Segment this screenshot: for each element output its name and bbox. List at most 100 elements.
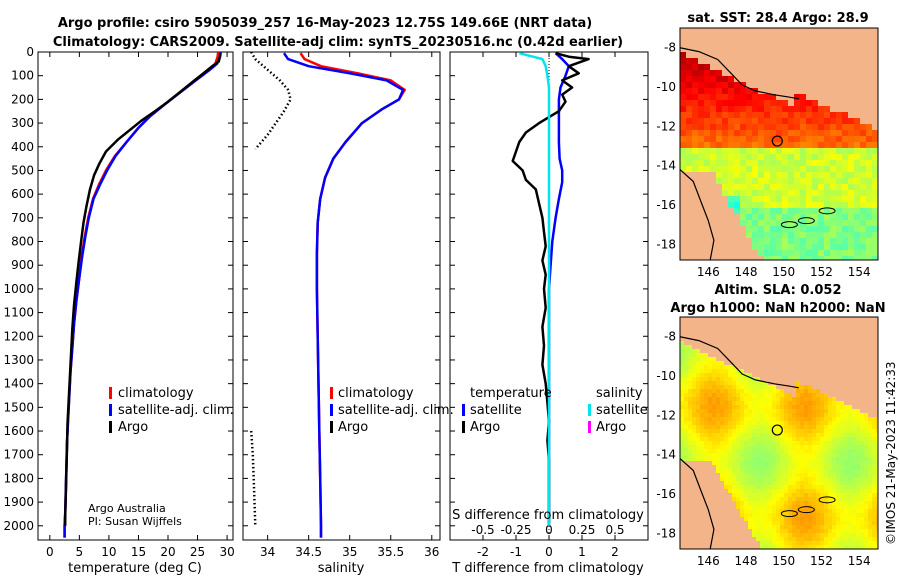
map-cell [752,517,757,522]
map-cell [800,497,805,502]
map-cell [788,34,795,41]
map-cell [688,493,693,498]
map-cell [848,124,855,131]
map-cell [772,377,777,382]
map-cell [844,401,849,406]
map-cell [680,100,687,107]
map-cell [712,501,717,506]
map-cell [768,501,773,506]
map-cell [836,461,841,466]
map-cell [840,353,845,358]
map-cell [680,465,685,470]
map-cell [868,493,873,498]
map-cell [796,409,801,414]
map-cell [770,154,777,161]
map-cell [696,389,701,394]
map-cell [784,357,789,362]
map-cell [832,461,837,466]
map-cell [720,433,725,438]
map-cell [808,441,813,446]
map-cell [764,445,769,450]
map-cell [744,353,749,358]
map-cell [748,545,753,549]
map-cell [776,64,783,71]
map-cell [830,148,837,155]
map-cell [804,353,809,358]
map-cell [824,82,831,89]
map-cell [708,353,713,358]
map-cell [820,465,825,470]
map-cell [704,172,711,179]
map-cell [692,513,697,518]
map-cell [724,457,729,462]
map-cell [716,485,721,490]
map-cell [686,124,693,131]
map-cell [800,190,807,197]
map-cell [756,333,761,338]
map-cell [688,413,693,418]
map-cell [788,172,795,179]
map-cell [816,413,821,418]
map-cell [832,525,837,530]
y-tick-label: 1500 [3,400,34,414]
map-cell [848,142,855,149]
map-cell [696,353,701,358]
salinity-axes [242,51,441,541]
map-cell [780,377,785,382]
map-cell [784,397,789,402]
map-cell [756,417,761,422]
map-cell [752,238,759,245]
map-cell [688,389,693,394]
map-cell [784,529,789,534]
map-cell [860,142,867,149]
map-cell [724,421,729,426]
map-cell [772,521,777,526]
map-cell [764,220,771,227]
map-cell [740,425,745,430]
map-cell [772,445,777,450]
map-cell [704,130,711,137]
map-cell [756,509,761,514]
map-cell [842,220,849,227]
map-cell [776,190,783,197]
map-cell [788,361,793,366]
map-cell [824,389,829,394]
map-y-tick-label: -8 [664,330,676,344]
map-cell [832,529,837,534]
map-cell [692,461,697,466]
map-cell [876,397,878,402]
map-cell [764,76,771,83]
map-cell [864,369,869,374]
map-cell [866,238,873,245]
map-cell [724,345,729,350]
map-cell [816,325,821,330]
map-cell [780,417,785,422]
map-cell [876,441,878,446]
map-cell [824,40,831,47]
map-cell [724,501,729,506]
map-cell [820,473,825,478]
map-cell [806,154,813,161]
map-cell [764,100,771,107]
map-cell [696,413,701,418]
map-cell [700,509,705,514]
map-cell [728,148,735,155]
map-cell [852,337,857,342]
map-cell [748,325,753,330]
map-cell [784,541,789,546]
map-cell [704,405,709,410]
map-cell [776,226,783,233]
map-cell [716,425,721,430]
map-cell [796,513,801,518]
map-cell [720,389,725,394]
map-cell [688,345,693,350]
map-cell [732,377,737,382]
map-cell [872,541,877,546]
map-cell [724,381,729,386]
map-cell [708,437,713,442]
map-cell [722,256,729,260]
map-cell [704,94,711,101]
map-cell [716,325,721,330]
map-cell [860,477,865,482]
map-cell [736,345,741,350]
